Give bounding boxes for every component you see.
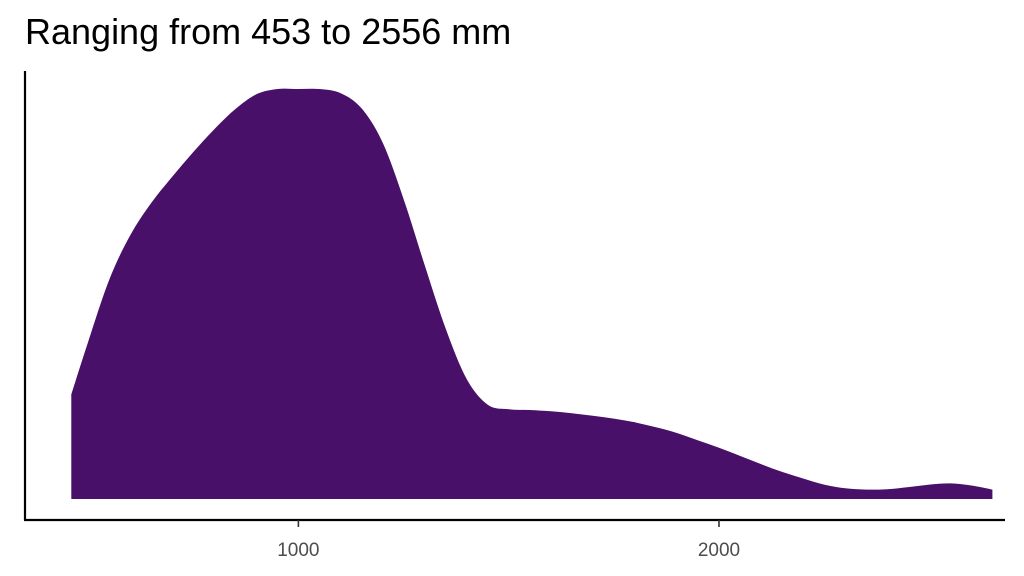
x-axis-ticks: 1000 2000 <box>277 520 740 561</box>
density-area <box>71 88 993 499</box>
x-tick-label: 2000 <box>698 540 740 561</box>
chart-title: Ranging from 453 to 2556 mm <box>25 11 512 52</box>
x-tick-label: 1000 <box>277 540 319 561</box>
